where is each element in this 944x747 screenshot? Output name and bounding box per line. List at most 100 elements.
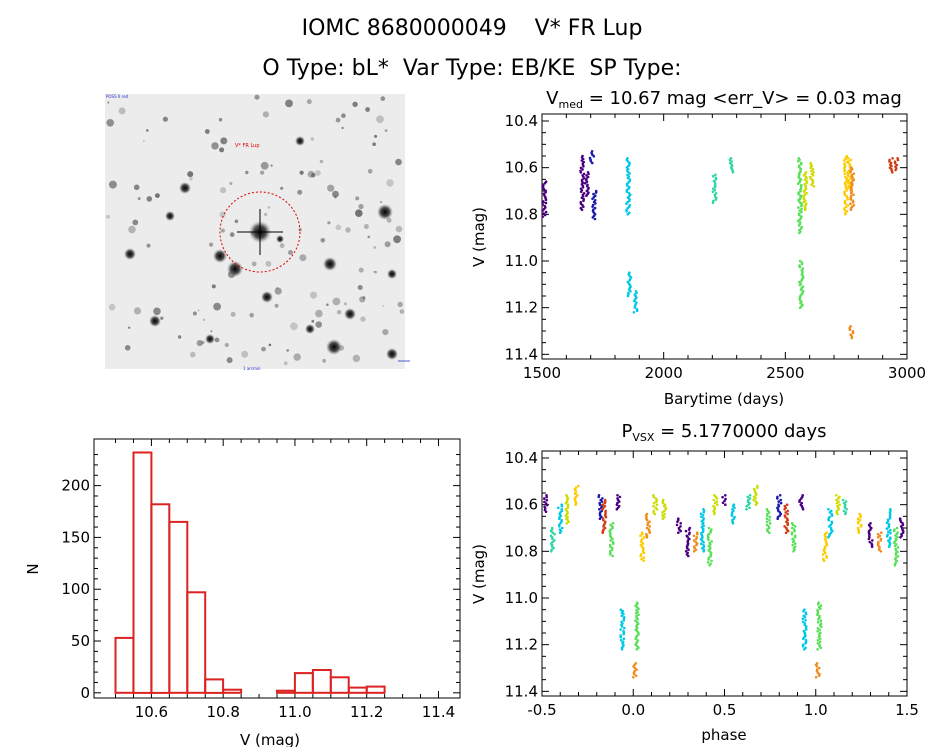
star	[358, 267, 364, 273]
star	[384, 241, 391, 248]
data-point	[626, 213, 630, 216]
star	[335, 117, 341, 123]
star	[165, 211, 175, 221]
star	[106, 214, 110, 219]
data-point	[652, 501, 656, 505]
x-tick-label: 11.2	[350, 703, 383, 721]
data-point	[745, 504, 748, 508]
data-point	[601, 503, 605, 506]
data-point	[615, 503, 619, 506]
data-point	[635, 668, 638, 671]
data-point	[748, 497, 752, 500]
data-point	[797, 224, 801, 227]
y-tick-label: 50	[71, 632, 90, 650]
data-point	[700, 542, 703, 546]
y-tick-label: 150	[61, 528, 90, 546]
data-point	[721, 495, 724, 499]
light-curve-chart: 1500 2000 2500 3000 10.4 10.6 10.8 11.0 11.2 11.4…	[470, 88, 926, 408]
data-point	[622, 637, 626, 640]
star	[132, 219, 139, 226]
star	[355, 209, 363, 217]
data-point	[591, 197, 594, 201]
y-tick-label: 10.8	[505, 542, 538, 560]
data-point	[804, 612, 808, 616]
plot-frame	[541, 450, 908, 697]
x-axis-label: V (mag)	[240, 731, 300, 747]
data-point	[784, 511, 787, 514]
data-point	[797, 206, 800, 209]
data-point	[609, 545, 612, 548]
data-point	[611, 526, 614, 530]
data-point	[626, 294, 630, 298]
data-point	[877, 548, 881, 552]
data-point	[816, 627, 820, 630]
data-point	[557, 506, 560, 510]
data-point	[579, 171, 583, 174]
data-point	[778, 494, 782, 497]
data-point	[888, 517, 892, 520]
star	[213, 302, 221, 311]
data-point	[634, 674, 638, 678]
data-point	[642, 536, 646, 539]
data-point	[580, 208, 584, 211]
data-point	[543, 500, 546, 504]
data-point	[747, 503, 750, 506]
data-point	[776, 497, 779, 500]
data-point	[845, 205, 848, 209]
data-point	[549, 550, 553, 553]
lc-points	[541, 150, 900, 340]
y-tick-label: 10.6	[505, 159, 538, 177]
data-point	[544, 191, 547, 194]
data-point	[850, 336, 854, 340]
data-point	[585, 189, 589, 193]
star	[332, 190, 339, 198]
data-point	[796, 182, 800, 185]
data-point	[767, 526, 771, 530]
data-point	[790, 532, 794, 536]
data-point	[544, 201, 548, 205]
histogram-bar	[132, 451, 153, 694]
data-point	[582, 199, 585, 202]
star	[241, 350, 249, 358]
star	[227, 270, 236, 278]
data-point	[746, 495, 750, 499]
data-point	[784, 515, 787, 519]
data-point	[619, 628, 622, 631]
data-point	[843, 169, 846, 173]
star	[306, 99, 312, 105]
data-point	[566, 506, 570, 510]
star	[279, 243, 285, 249]
star	[106, 119, 114, 127]
data-point	[560, 504, 564, 508]
star	[224, 342, 229, 348]
chart-title-main: IOMC 8680000049 V* FR Lup	[301, 16, 643, 41]
data-point	[819, 607, 822, 610]
star	[190, 351, 196, 358]
data-point	[723, 499, 726, 503]
data-point	[818, 637, 822, 641]
star	[214, 337, 220, 343]
star	[305, 324, 315, 334]
data-point	[642, 559, 646, 562]
data-point	[661, 514, 664, 517]
x-tick-label: 11.0	[278, 703, 311, 721]
data-point	[847, 161, 850, 165]
star	[262, 111, 269, 118]
data-point	[765, 517, 769, 520]
data-point	[798, 231, 801, 235]
data-point	[702, 511, 705, 514]
data-point	[793, 542, 797, 545]
data-point	[639, 554, 642, 558]
star	[267, 206, 271, 209]
star	[245, 170, 249, 175]
data-point	[889, 531, 892, 535]
x-tick-label: 1.0	[804, 701, 828, 719]
histogram-bar	[329, 676, 350, 694]
star	[251, 232, 254, 235]
x-tick-label: 1500	[523, 364, 561, 382]
data-point	[752, 498, 755, 502]
star	[341, 126, 344, 130]
data-point	[709, 555, 712, 558]
y-tick-label: 11.4	[505, 682, 538, 700]
data-point	[684, 550, 688, 553]
